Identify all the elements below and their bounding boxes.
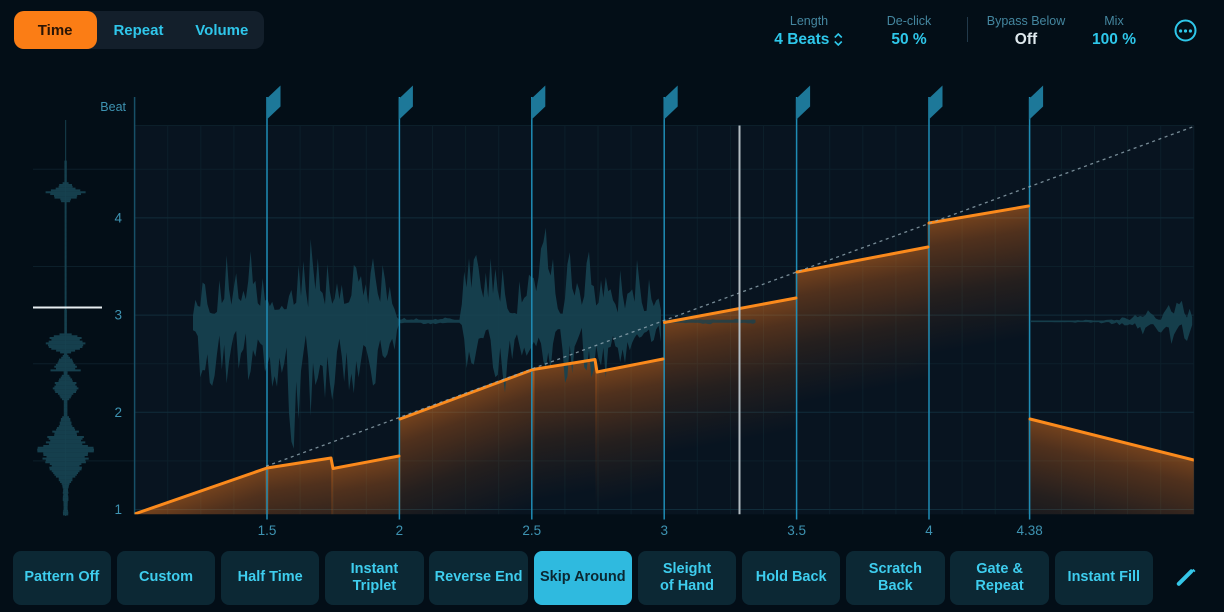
svg-text:3: 3 <box>660 523 668 538</box>
svg-text:3: 3 <box>114 308 122 323</box>
svg-text:1: 1 <box>114 502 122 517</box>
svg-text:4: 4 <box>114 210 122 225</box>
svg-text:2: 2 <box>114 405 122 420</box>
svg-text:1.5: 1.5 <box>258 523 277 538</box>
svg-text:4.38: 4.38 <box>1016 523 1042 538</box>
svg-text:3.5: 3.5 <box>787 523 806 538</box>
svg-text:2.5: 2.5 <box>522 523 541 538</box>
svg-text:2: 2 <box>396 523 404 538</box>
svg-text:Beat: Beat <box>100 100 126 114</box>
svg-text:4: 4 <box>925 523 933 538</box>
